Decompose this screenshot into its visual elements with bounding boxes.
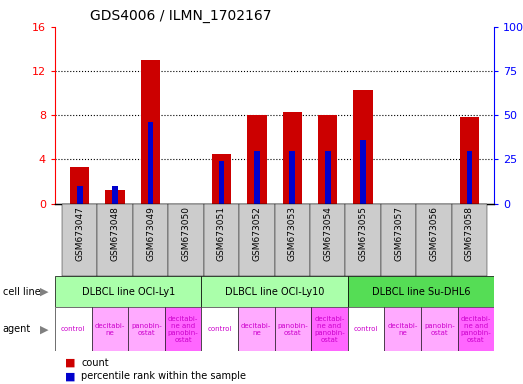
Bar xyxy=(311,307,348,351)
Bar xyxy=(384,307,421,351)
Bar xyxy=(345,204,381,276)
Text: GSM673049: GSM673049 xyxy=(146,206,155,261)
Text: DLBCL line Su-DHL6: DLBCL line Su-DHL6 xyxy=(372,287,470,297)
Bar xyxy=(318,115,337,204)
Bar xyxy=(106,190,125,204)
Bar xyxy=(289,151,295,204)
Bar xyxy=(128,307,165,351)
Bar xyxy=(77,186,83,204)
Bar xyxy=(458,307,494,351)
Text: panobin-
ostat: panobin- ostat xyxy=(131,323,162,336)
Bar xyxy=(421,307,458,351)
Bar xyxy=(147,122,153,204)
Bar xyxy=(238,307,275,351)
Bar xyxy=(254,151,260,204)
Text: percentile rank within the sample: percentile rank within the sample xyxy=(81,371,246,381)
Text: GSM673053: GSM673053 xyxy=(288,206,297,261)
Text: decitabi-
ne: decitabi- ne xyxy=(388,323,418,336)
Text: GSM673052: GSM673052 xyxy=(253,206,262,261)
Bar xyxy=(467,151,472,204)
Bar xyxy=(460,118,479,204)
Text: GSM673051: GSM673051 xyxy=(217,206,226,261)
Bar xyxy=(219,161,224,204)
Text: control: control xyxy=(354,326,378,332)
Text: decitabi-
ne and
panobin-
ostat: decitabi- ne and panobin- ostat xyxy=(314,316,345,343)
Bar xyxy=(55,276,201,307)
Bar xyxy=(348,307,384,351)
Bar xyxy=(348,276,494,307)
Bar xyxy=(92,307,128,351)
Text: agent: agent xyxy=(3,324,31,334)
Bar xyxy=(247,115,267,204)
Bar xyxy=(275,307,311,351)
Text: DLBCL line OCI-Ly1: DLBCL line OCI-Ly1 xyxy=(82,287,175,297)
Text: decitabi-
ne and
panobin-
ostat: decitabi- ne and panobin- ostat xyxy=(461,316,491,343)
Text: ▶: ▶ xyxy=(40,324,49,334)
Text: panobin-
ostat: panobin- ostat xyxy=(278,323,308,336)
Bar xyxy=(112,186,118,204)
Bar xyxy=(282,112,302,204)
Text: count: count xyxy=(81,358,109,368)
Bar xyxy=(97,204,133,276)
Text: cell line: cell line xyxy=(3,287,40,297)
Text: ▶: ▶ xyxy=(40,287,49,297)
Text: GSM673055: GSM673055 xyxy=(359,206,368,261)
Text: GSM673048: GSM673048 xyxy=(111,206,120,261)
Bar xyxy=(204,204,239,276)
Bar xyxy=(354,90,373,204)
Text: GSM673057: GSM673057 xyxy=(394,206,403,261)
Text: decitabi-
ne and
panobin-
ostat: decitabi- ne and panobin- ostat xyxy=(168,316,198,343)
Bar xyxy=(310,204,345,276)
Bar xyxy=(360,140,366,204)
Text: panobin-
ostat: panobin- ostat xyxy=(424,323,454,336)
Bar xyxy=(201,307,238,351)
Text: GSM673047: GSM673047 xyxy=(75,206,84,261)
Text: control: control xyxy=(208,326,232,332)
Bar xyxy=(381,204,416,276)
Bar xyxy=(62,204,97,276)
Bar xyxy=(133,204,168,276)
Text: ■: ■ xyxy=(65,358,76,368)
Text: DLBCL line OCI-Ly10: DLBCL line OCI-Ly10 xyxy=(225,287,324,297)
Text: decitabi-
ne: decitabi- ne xyxy=(241,323,271,336)
Bar xyxy=(275,204,310,276)
Bar xyxy=(452,204,487,276)
Text: GDS4006 / ILMN_1702167: GDS4006 / ILMN_1702167 xyxy=(90,9,271,23)
Bar xyxy=(165,307,201,351)
Text: GSM673058: GSM673058 xyxy=(465,206,474,261)
Bar xyxy=(212,154,231,204)
Text: control: control xyxy=(61,326,85,332)
Text: GSM673056: GSM673056 xyxy=(429,206,438,261)
Text: decitabi-
ne: decitabi- ne xyxy=(95,323,125,336)
Bar xyxy=(168,204,204,276)
Text: GSM673054: GSM673054 xyxy=(323,206,332,261)
Text: GSM673050: GSM673050 xyxy=(181,206,190,261)
Bar xyxy=(325,151,331,204)
Bar xyxy=(416,204,452,276)
Bar xyxy=(55,307,92,351)
Bar xyxy=(70,167,89,204)
Text: ■: ■ xyxy=(65,371,76,381)
Bar xyxy=(239,204,275,276)
Bar xyxy=(201,276,348,307)
Bar xyxy=(141,60,161,204)
